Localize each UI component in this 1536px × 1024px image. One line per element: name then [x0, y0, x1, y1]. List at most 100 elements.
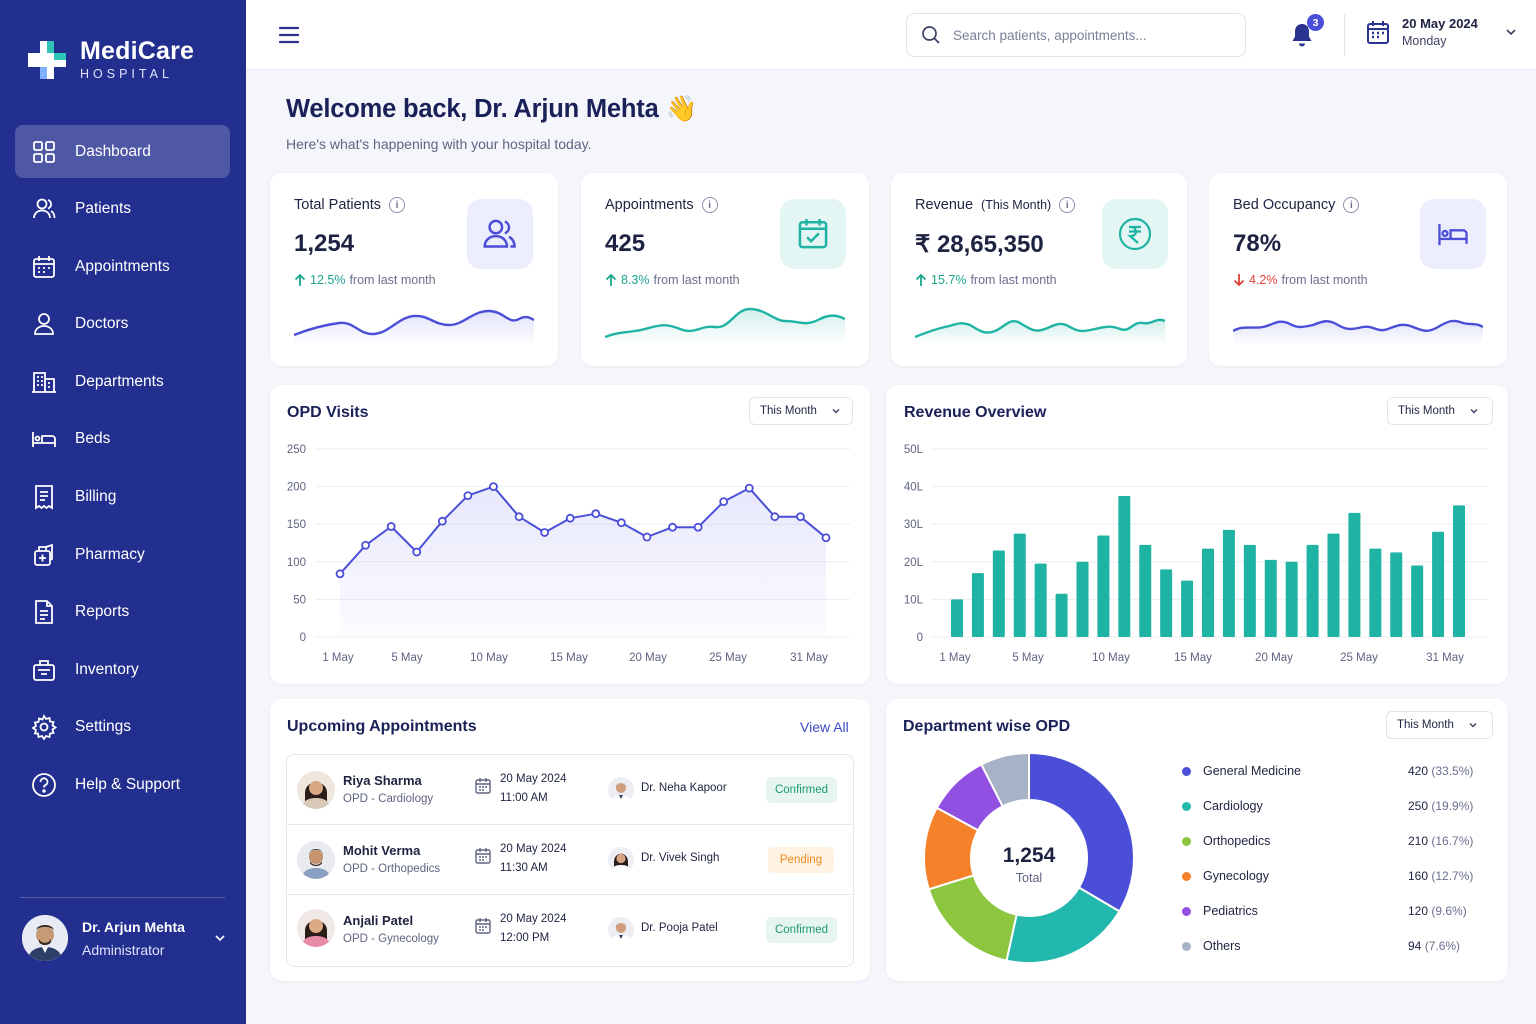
divider [20, 897, 225, 898]
gear-icon [31, 714, 57, 741]
info-icon[interactable]: i [1059, 197, 1076, 213]
appointment-time: 11:00 AM [500, 792, 548, 804]
bell-icon[interactable] [1290, 22, 1314, 48]
card-title: Upcoming Appointments [287, 718, 477, 735]
user-role: Administrator [82, 942, 165, 958]
status-badge: Confirmed [766, 777, 837, 803]
user-profile[interactable]: Dr. Arjun Mehta Administrator [22, 915, 227, 961]
info-icon[interactable]: i [701, 197, 718, 213]
area-fill [340, 486, 826, 637]
data-point [796, 512, 805, 522]
bar [1390, 552, 1403, 637]
y-tick-label: 10L [904, 594, 924, 606]
sidebar-item-help[interactable]: Help & Support [15, 759, 230, 812]
sparkline [605, 307, 845, 345]
calendar-icon [475, 918, 491, 934]
date-selector[interactable]: 20 May 2024 Monday [1366, 16, 1518, 48]
stat-card-bed-occupancy[interactable]: Bed Occupancy i 78% 4.2% from last month [1209, 173, 1507, 366]
dept-filter-dropdown[interactable]: This Month [1386, 711, 1493, 739]
x-tick-label: 15 May [550, 652, 588, 664]
sidebar-item-settings[interactable]: Settings [15, 701, 230, 754]
appointment-date: 20 May 2024 [500, 773, 567, 785]
opd-visits-card: OPD Visits This Month 250 200 150 100 50 0 1 M… [270, 385, 870, 684]
sidebar-item-patients[interactable]: Patients [15, 183, 230, 236]
bar [1264, 559, 1277, 637]
patient-avatar [297, 909, 335, 947]
data-point [616, 518, 626, 528]
data-point [719, 497, 729, 507]
bar [951, 599, 963, 637]
legend-swatch [1182, 906, 1191, 916]
help-icon [32, 773, 56, 797]
sidebar-item-billing[interactable]: Billing [15, 471, 230, 524]
bar [1076, 561, 1089, 637]
stat-card-total-patients[interactable]: Total Patients i 1,254 12.5% from last mon… [270, 173, 558, 366]
logo[interactable]: MediCare HOSPITAL [26, 38, 194, 81]
stat-icon-box [1102, 199, 1168, 269]
sidebar-item-doctors[interactable]: Doctors [15, 298, 230, 351]
stat-label: Revenue [915, 197, 974, 213]
x-tick-label: 31 May [790, 652, 828, 664]
info-icon[interactable]: i [389, 197, 406, 213]
doctor-name: Dr. Neha Kapoor [641, 782, 727, 794]
sidebar-item-label: Billing [75, 488, 117, 506]
menu-icon[interactable] [278, 25, 300, 45]
legend-label: Others [1203, 939, 1241, 953]
sidebar-item-beds[interactable]: Beds [15, 413, 230, 466]
rupee-icon [1118, 217, 1152, 251]
legend-swatch [1182, 871, 1191, 881]
bar [1285, 561, 1298, 637]
legend-item: Others 94 (7.6%) [1182, 936, 1482, 956]
bed-icon [1438, 224, 1468, 246]
stat-card-appointments[interactable]: Appointments i 425 8.3% from last month [581, 173, 869, 366]
chevron-down-icon[interactable] [213, 931, 227, 945]
stat-card-revenue[interactable]: Revenue (This Month) i ₹ 28,65,350 15.7% fr… [891, 173, 1187, 366]
arrow-up-icon [294, 273, 306, 286]
stat-icon-box [780, 199, 846, 269]
patient-department: OPD - Gynecology [343, 933, 439, 945]
bar [1432, 531, 1445, 637]
sidebar-item-appointments[interactable]: Appointments [15, 240, 230, 293]
sidebar-item-reports[interactable]: Reports [15, 586, 230, 639]
bar [971, 573, 984, 637]
calendar-icon [475, 778, 491, 794]
stat-change: 8.3% [621, 273, 650, 287]
user-name: Dr. Arjun Mehta [82, 919, 185, 935]
sidebar-item-pharmacy[interactable]: Pharmacy [15, 528, 230, 581]
x-tick-label: 5 May [1012, 652, 1044, 664]
appointment-row[interactable]: Riya Sharma OPD - Cardiology 20 May 2024… [287, 755, 853, 825]
chevron-down-icon [832, 409, 840, 414]
sidebar-item-inventory[interactable]: Inventory [15, 643, 230, 696]
card-title: Revenue Overview [904, 404, 1047, 421]
data-point [489, 482, 498, 491]
stat-value: ₹ 28,65,350 [915, 231, 1044, 258]
legend-swatch [1182, 801, 1191, 811]
view-all-link[interactable]: View All [800, 719, 849, 735]
y-tick-label: 30L [904, 519, 924, 531]
sidebar-item-dashboard[interactable]: Dashboard [15, 125, 230, 178]
bar [1139, 544, 1152, 637]
x-tick-label: 15 May [1174, 652, 1212, 664]
appointment-row[interactable]: Mohit Verma OPD - Orthopedics 20 May 202… [287, 825, 853, 895]
y-tick-label: 200 [287, 482, 306, 494]
y-tick-label: 50L [904, 444, 924, 456]
report-icon [35, 600, 53, 625]
patient-department: OPD - Cardiology [343, 793, 434, 805]
sidebar-item-departments[interactable]: Departments [15, 355, 230, 408]
revenue-filter-dropdown[interactable]: This Month [1387, 397, 1493, 425]
y-tick-label: 40L [904, 482, 924, 494]
info-icon[interactable]: i [1343, 197, 1360, 213]
data-point [770, 512, 780, 522]
stat-label: Total Patients [294, 197, 382, 213]
app-subtitle: HOSPITAL [80, 67, 173, 81]
appointment-row[interactable]: Anjali Patel OPD - Gynecology 20 May 202… [287, 895, 853, 965]
patient-name: Mohit Verma [343, 843, 421, 858]
chevron-down-icon[interactable] [1504, 25, 1518, 39]
stat-value: 425 [605, 230, 646, 257]
search-box[interactable] [906, 13, 1246, 57]
bar [992, 550, 1005, 637]
opd-filter-dropdown[interactable]: This Month [749, 397, 853, 425]
search-input[interactable] [953, 27, 1223, 43]
calendar-icon [1367, 21, 1389, 44]
patient-avatar [297, 771, 335, 809]
